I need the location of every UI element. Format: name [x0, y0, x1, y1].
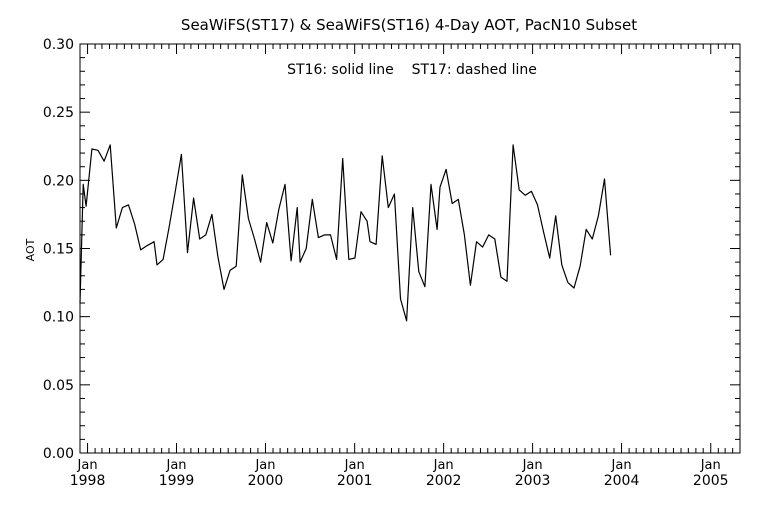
y-tick-label: 0.15	[43, 242, 74, 258]
x-tick-year-label: 2002	[426, 473, 462, 489]
y-tick-label: 0.00	[43, 446, 74, 462]
x-tick-month-label: Jan	[433, 458, 454, 473]
x-tick-year-label: 2005	[693, 473, 729, 489]
y-tick-label: 0.25	[43, 105, 74, 121]
series-line-solid	[79, 144, 612, 322]
y-axis-ticks: 0.00 0.05 0.10 0.15 0.20 0.25 0.30	[43, 37, 740, 462]
x-tick-month-label: Jan	[77, 458, 98, 473]
series-layer	[79, 144, 612, 322]
chart-title: SeaWiFS(ST17) & SeaWiFS(ST16) 4-Day AOT,…	[181, 16, 637, 34]
y-tick-label: 0.10	[43, 310, 74, 326]
x-tick-month-label: Jan	[344, 458, 365, 473]
x-tick-month-label: Jan	[165, 458, 186, 473]
x-tick-year-label: 2000	[248, 473, 284, 489]
x-tick-year-label: 2004	[604, 473, 640, 489]
x-tick-month-label: Jan	[254, 458, 275, 473]
y-axis-label: AOT	[24, 238, 37, 261]
x-tick-year-label: 2001	[337, 473, 373, 489]
x-tick-month-label: Jan	[611, 458, 632, 473]
x-tick-year-label: 2003	[515, 473, 551, 489]
x-tick-month-label: Jan	[522, 458, 543, 473]
y-tick-label: 0.20	[43, 173, 74, 189]
y-tick-label: 0.05	[43, 378, 74, 394]
x-tick-year-label: 1998	[70, 473, 106, 489]
x-tick-year-label: 1999	[159, 473, 195, 489]
y-tick-label: 0.30	[43, 37, 74, 53]
x-tick-month-label: Jan	[700, 458, 721, 473]
x-axis-ticks: Jan1998Jan1999Jan2000Jan2001Jan2002Jan20…	[70, 44, 741, 489]
series-style-note: ST16: solid line ST17: dashed line	[287, 62, 537, 78]
